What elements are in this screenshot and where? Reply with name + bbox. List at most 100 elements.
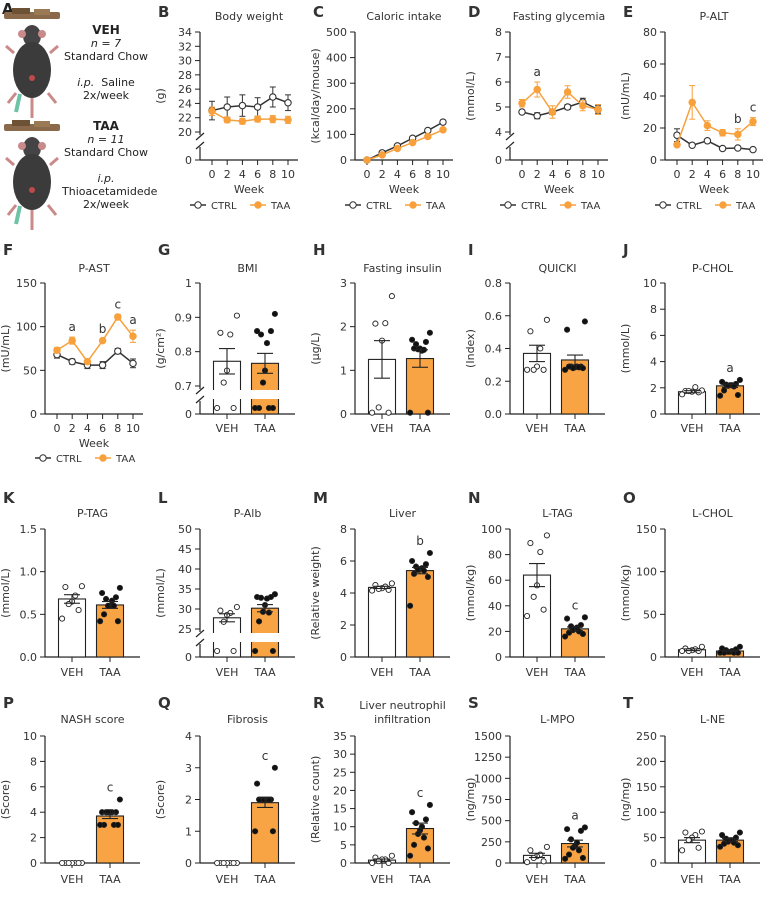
y-tick-label: 1250 — [474, 751, 502, 764]
y-axis-label: (Relative weight) — [309, 546, 322, 640]
y-tick-label: 100 — [636, 806, 657, 819]
chart-title: infiltration — [374, 713, 431, 726]
y-tick-label: 6 — [30, 781, 37, 794]
axis-break-mark — [505, 141, 515, 150]
y-tick-label: 0 — [340, 408, 347, 421]
data-point-taa — [238, 117, 247, 126]
x-tick-label: VEH — [526, 422, 549, 435]
data-point-taa — [719, 832, 726, 839]
data-point-taa — [533, 85, 541, 94]
data-point-taa — [267, 328, 274, 335]
data-point-taa — [208, 107, 216, 116]
data-point-taa — [424, 573, 431, 581]
chart-title: BMI — [237, 262, 257, 275]
bar-taa — [95, 604, 125, 658]
data-point-taa — [83, 357, 92, 366]
data-point-veh — [692, 384, 699, 391]
data-point-taa — [271, 310, 278, 317]
veh-route: i.p. — [77, 76, 95, 89]
data-point-taa — [363, 156, 371, 164]
y-tick-label: 40 — [488, 600, 502, 613]
data-point-veh — [679, 647, 686, 655]
y-tick-label: 22 — [178, 112, 192, 125]
data-point-taa — [411, 841, 418, 848]
y-axis-label: (mmol/kg) — [619, 565, 632, 622]
y-tick-label: 40 — [178, 563, 192, 576]
y-tick-label: 0.8 — [175, 346, 193, 359]
significance-label: c — [262, 749, 269, 763]
x-tick-label: TAA — [408, 422, 431, 435]
chart-title: Liver — [389, 507, 416, 520]
x-tick-label: VEH — [61, 666, 84, 679]
panel-letter: C — [313, 3, 324, 21]
y-tick-label: 50 — [643, 608, 657, 621]
data-point-veh — [537, 345, 544, 352]
significance-label: a — [69, 320, 76, 334]
data-point-taa — [579, 102, 587, 110]
data-point-veh — [527, 540, 534, 547]
data-point-taa — [252, 647, 259, 655]
data-point-taa — [422, 816, 429, 823]
data-point-taa — [114, 313, 122, 321]
x-tick-label: 8 — [269, 168, 276, 181]
legend-label: TAA — [735, 201, 755, 212]
x-axis-label: Week — [389, 183, 420, 196]
y-axis-label: (Score) — [0, 780, 12, 819]
y-tick-label: 0.6 — [485, 310, 503, 323]
x-tick-label: VEH — [526, 666, 549, 679]
data-point-veh — [530, 366, 537, 373]
data-point-veh — [527, 328, 534, 335]
data-point-taa — [688, 98, 696, 107]
data-point-taa — [564, 326, 571, 333]
data-point-taa — [68, 336, 76, 345]
chart-title: L-NE — [700, 713, 725, 726]
data-point-taa — [257, 331, 265, 338]
mouse-veh-illustration — [4, 8, 60, 118]
data-point-veh — [540, 858, 547, 865]
legend-label: TAA — [580, 201, 600, 212]
data-point-taa — [718, 129, 727, 137]
data-point-taa — [575, 847, 583, 854]
x-tick-label: 4 — [84, 422, 91, 435]
x-tick-label: TAA — [253, 422, 276, 435]
x-tick-label: TAA — [718, 422, 741, 435]
data-point-veh — [540, 606, 547, 613]
legend-marker — [39, 454, 47, 462]
data-point-veh — [65, 859, 72, 867]
data-point-taa — [114, 618, 121, 625]
x-axis-label: Week — [79, 437, 110, 450]
x-tick-label: 0 — [519, 168, 526, 181]
data-point-taa — [734, 649, 741, 656]
y-tick-label: 24 — [178, 97, 192, 110]
x-tick-label: 0 — [674, 168, 681, 181]
data-point-taa — [422, 561, 429, 568]
x-axis-label: Week — [234, 183, 265, 196]
y-tick-label: 1.0 — [20, 566, 38, 579]
data-point-taa — [265, 609, 273, 616]
y-tick-label: 0 — [495, 651, 502, 664]
x-tick-label: 8 — [579, 168, 586, 181]
data-point-taa — [717, 649, 724, 656]
data-point-taa — [284, 116, 292, 124]
data-point-ctrl — [439, 118, 447, 126]
x-tick-label: 6 — [719, 168, 726, 181]
data-point-taa — [378, 151, 386, 159]
data-point-veh — [537, 548, 544, 556]
y-tick-label: 0.7 — [175, 380, 193, 393]
axis-break-mark — [195, 395, 205, 404]
panel-t: T L-NE 0 50 100 150 200 250 (ng/mg) VEH TAA — [619, 694, 760, 886]
data-point-veh — [382, 320, 389, 327]
data-point-taa — [594, 105, 602, 114]
data-point-veh — [524, 859, 531, 866]
data-point-taa — [271, 764, 278, 771]
data-point-taa — [581, 824, 588, 831]
data-point-taa — [97, 821, 104, 828]
legend-marker — [719, 201, 727, 209]
taa-route: i.p. — [97, 172, 115, 185]
data-point-taa — [257, 594, 265, 601]
data-point-taa — [116, 584, 123, 591]
x-tick-label: VEH — [681, 873, 704, 886]
data-point-taa — [717, 392, 724, 399]
x-tick-label: 10 — [126, 422, 140, 435]
